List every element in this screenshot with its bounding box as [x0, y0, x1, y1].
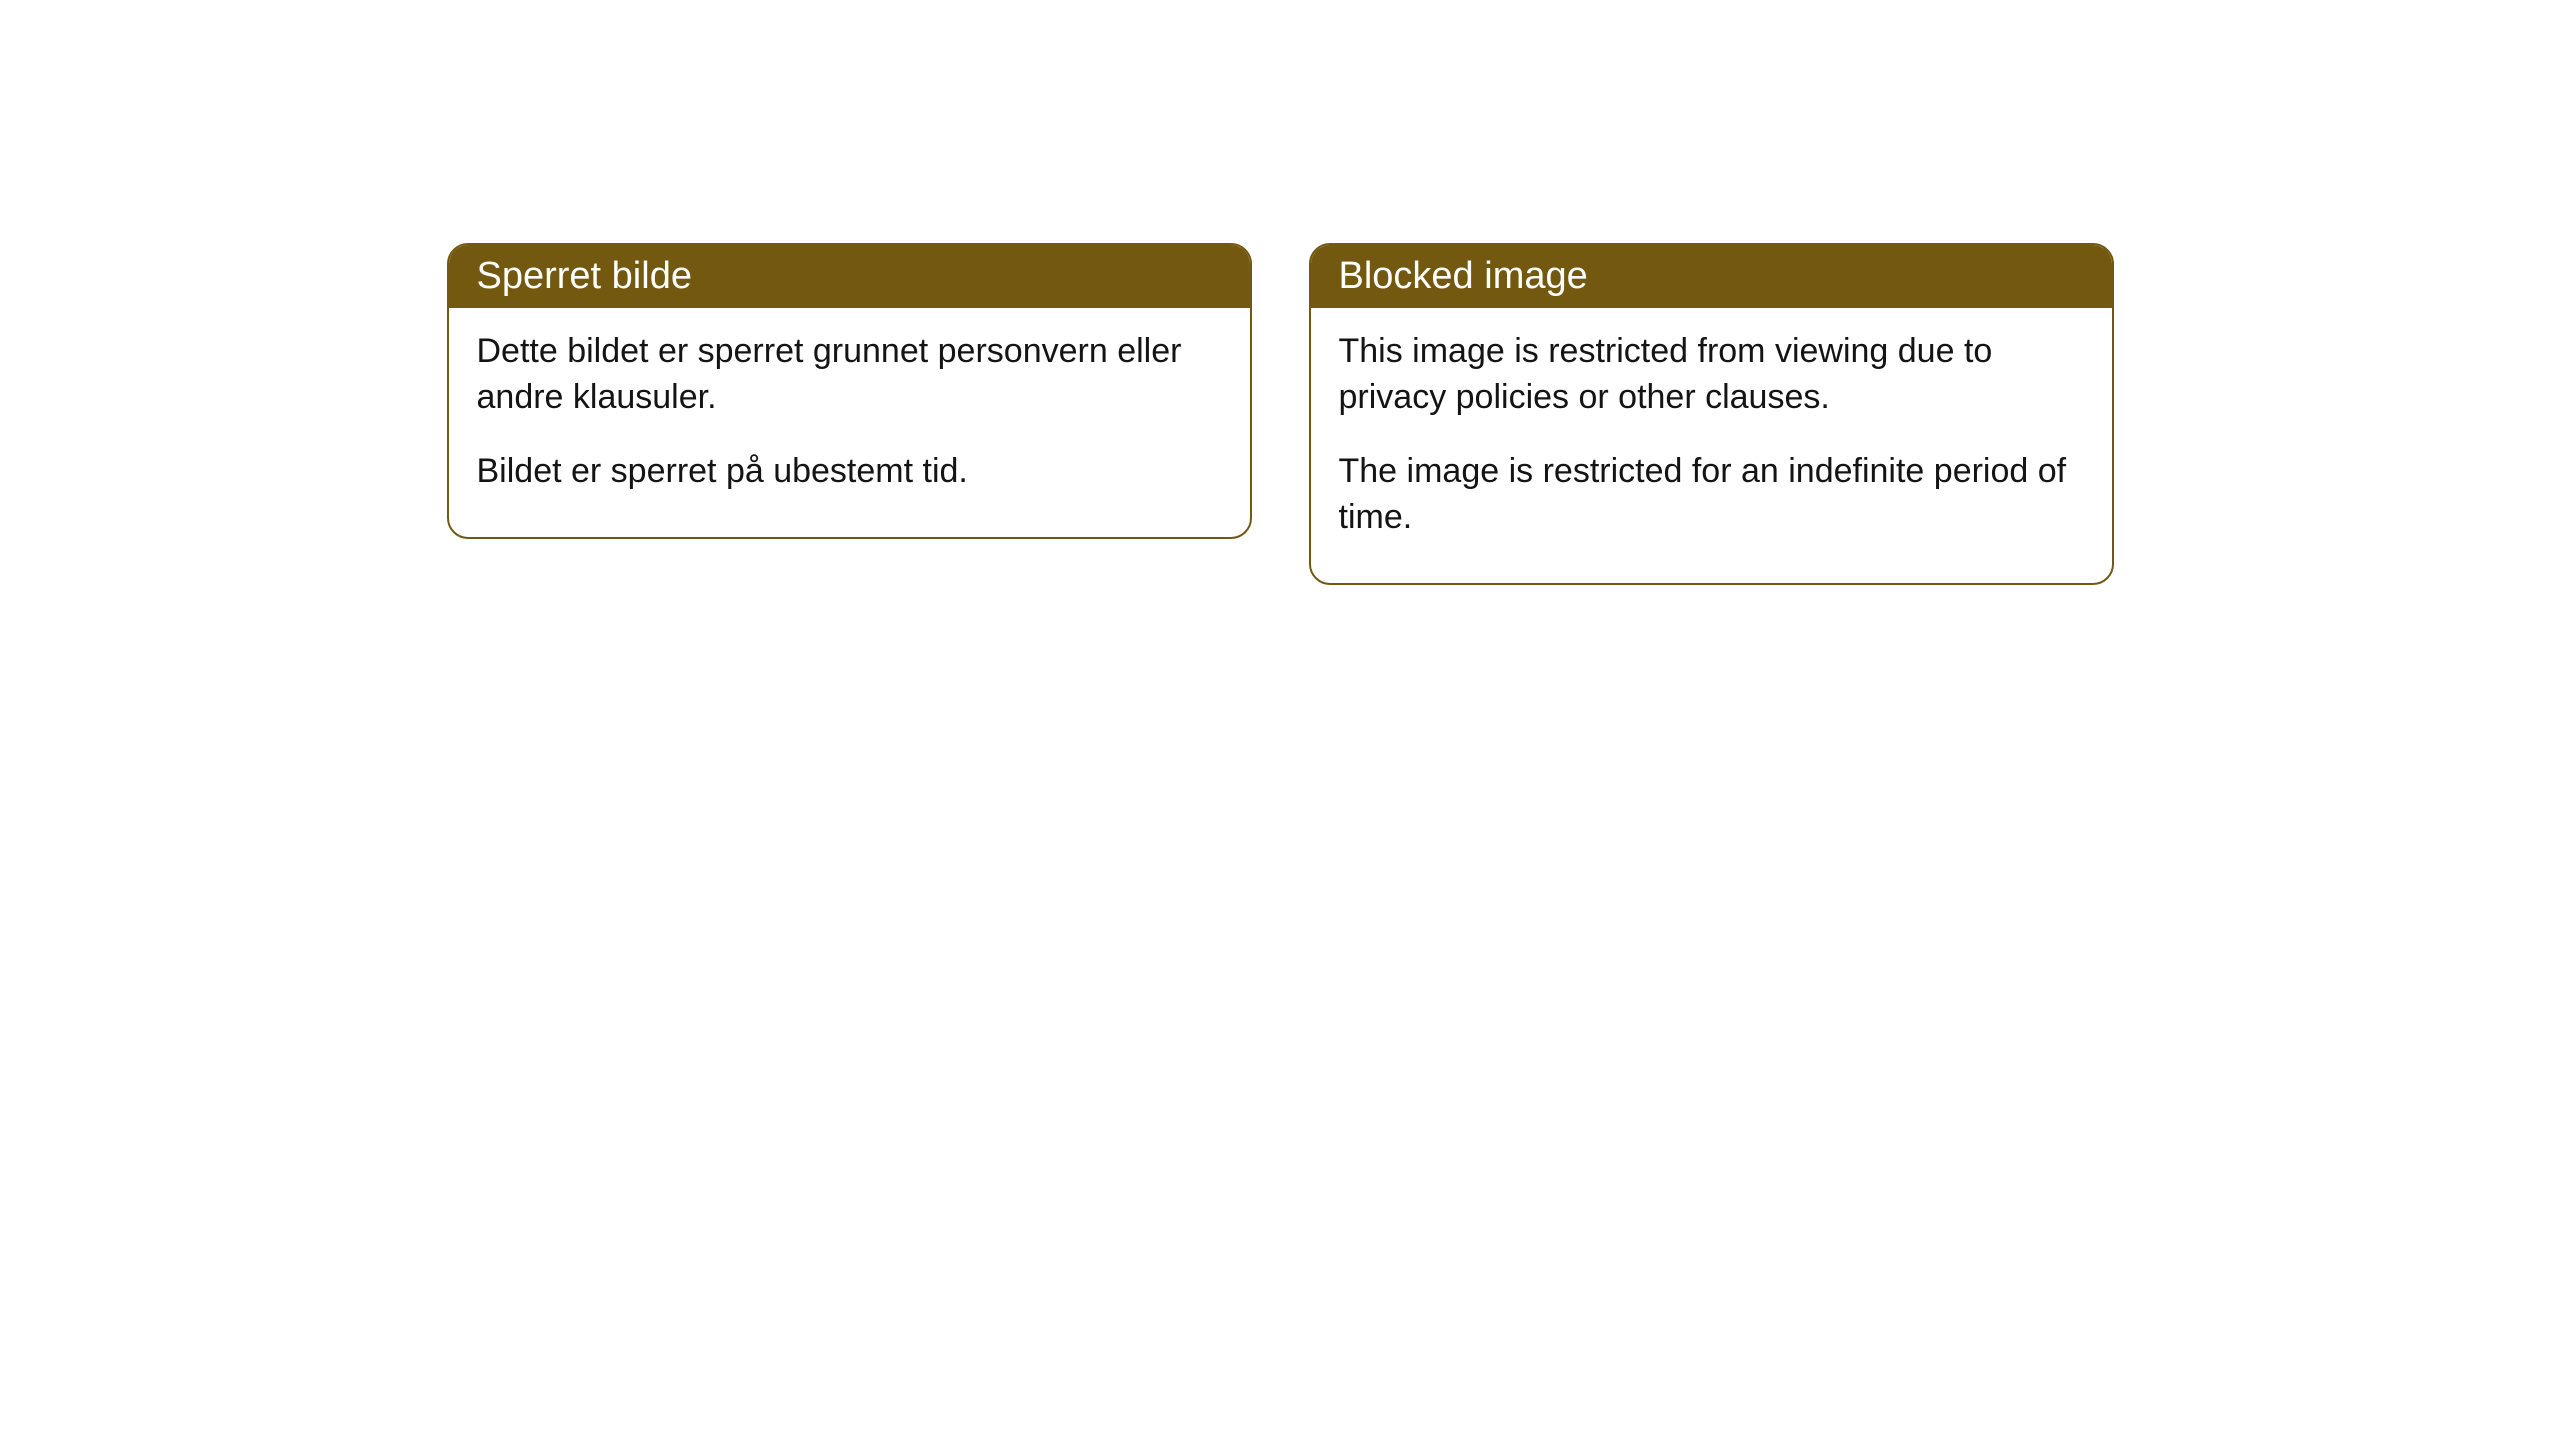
- card-paragraph1-norwegian: Dette bildet er sperret grunnet personve…: [477, 329, 1222, 421]
- blocked-image-card-norwegian: Sperret bilde Dette bildet er sperret gr…: [447, 243, 1252, 539]
- card-title-english: Blocked image: [1339, 255, 1588, 297]
- card-paragraph2-english: The image is restricted for an indefinit…: [1339, 449, 2084, 541]
- card-body-english: This image is restricted from viewing du…: [1311, 308, 2112, 583]
- card-title-norwegian: Sperret bilde: [477, 255, 692, 297]
- card-header-norwegian: Sperret bilde: [449, 245, 1250, 308]
- card-paragraph1-english: This image is restricted from viewing du…: [1339, 329, 2084, 421]
- card-body-norwegian: Dette bildet er sperret grunnet personve…: [449, 308, 1250, 537]
- card-header-english: Blocked image: [1311, 245, 2112, 308]
- blocked-image-card-english: Blocked image This image is restricted f…: [1309, 243, 2114, 585]
- card-paragraph2-norwegian: Bildet er sperret på ubestemt tid.: [477, 449, 1222, 495]
- cards-container: Sperret bilde Dette bildet er sperret gr…: [447, 243, 2114, 1440]
